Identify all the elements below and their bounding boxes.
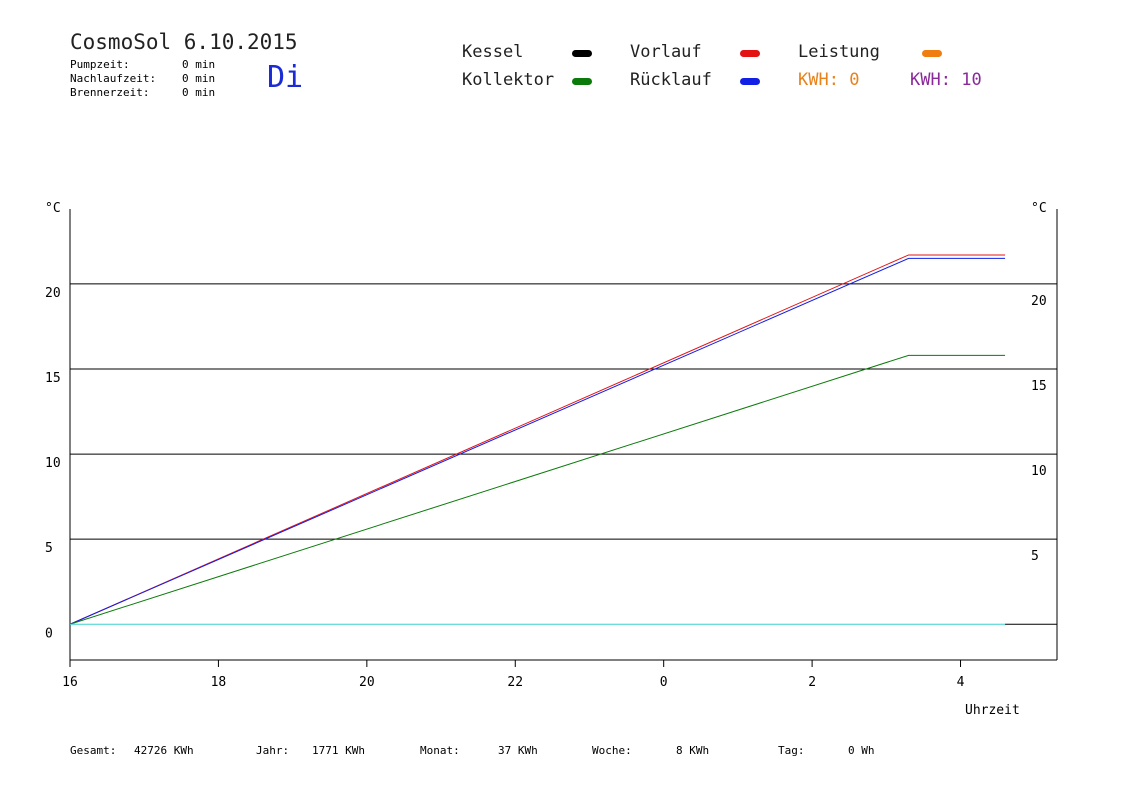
stat-nachlaufzeit-value: 0 min xyxy=(182,72,216,85)
legend-leistung-swatch xyxy=(922,50,942,57)
stat-nachlaufzeit-label: Nachlaufzeit: xyxy=(70,72,157,85)
legend-leistung-label: Leistung xyxy=(798,42,880,62)
footer-tag-label: Tag: xyxy=(778,744,805,757)
x-tick-label-5: 2 xyxy=(808,675,816,690)
y-unit-right: °C xyxy=(1031,201,1047,216)
y-tick-left-20: 20 xyxy=(45,286,61,301)
legend-kwh-orange-value: 0 xyxy=(849,70,860,90)
footer-monat-label: Monat: xyxy=(420,744,460,757)
x-tick-label-2: 20 xyxy=(359,675,375,690)
footer-jahr-value: 1771 KWh xyxy=(312,744,365,757)
legend-kwh-purple-value: 10 xyxy=(961,70,982,90)
footer-monat-value: 37 KWh xyxy=(498,744,538,757)
x-tick-label-6: 4 xyxy=(957,675,965,690)
series-line-vorlauf xyxy=(69,254,1006,625)
footer-tag-value: 0 Wh xyxy=(848,744,875,757)
y-tick-right-15: 15 xyxy=(1031,379,1047,394)
x-tick-label-4: 0 xyxy=(660,675,668,690)
legend-kwh-orange: KWH: 0 xyxy=(798,70,859,90)
footer-gesamt-value: 42726 KWh xyxy=(134,744,194,757)
legend-ruecklauf-label: Rücklauf xyxy=(630,70,712,90)
footer-jahr-label: Jahr: xyxy=(256,744,290,757)
y-tick-right-5: 5 xyxy=(1031,549,1039,564)
legend-kollektor-label: Kollektor xyxy=(462,70,555,90)
footer-woche-label: Woche: xyxy=(592,744,632,757)
x-axis-label: Uhrzeit xyxy=(965,703,1020,718)
y-tick-left-15: 15 xyxy=(45,371,61,386)
legend-vorlauf-label: Vorlauf xyxy=(630,42,702,62)
series-line-kollektor xyxy=(69,354,1006,625)
legend-kwh-purple-label: KWH: xyxy=(910,70,951,90)
legend-kwh-orange-label: KWH: xyxy=(798,70,839,90)
y-tick-left-10: 10 xyxy=(45,456,61,471)
legend-vorlauf-swatch xyxy=(740,50,760,57)
legend-kessel-label: Kessel xyxy=(462,42,524,62)
x-tick-label-3: 22 xyxy=(507,675,523,690)
stat-pumpzeit-value: 0 min xyxy=(182,58,216,71)
y-tick-right-10: 10 xyxy=(1031,464,1047,479)
stat-brennerzeit-value: 0 min xyxy=(182,86,216,99)
x-tick-label-0: 16 xyxy=(62,675,78,690)
footer-woche-value: 8 KWh xyxy=(676,744,710,757)
footer-gesamt-label: Gesamt: xyxy=(70,744,117,757)
x-tick-label-1: 18 xyxy=(211,675,227,690)
stat-pumpzeit-label: Pumpzeit: xyxy=(70,58,130,71)
day-label: Di xyxy=(267,60,304,95)
legend-kollektor-swatch xyxy=(572,78,592,85)
y-tick-left-5: 5 xyxy=(45,541,53,556)
series-line-ruecklauf xyxy=(69,257,1006,625)
stat-brennerzeit-label: Brennerzeit: xyxy=(70,86,150,99)
y-tick-right-20: 20 xyxy=(1031,294,1047,309)
legend-kwh-purple: KWH: 10 xyxy=(910,70,982,90)
y-unit-left: °C xyxy=(45,201,61,216)
legend-kessel-swatch xyxy=(572,50,592,57)
y-tick-left-0: 0 xyxy=(45,626,53,641)
page-title: CosmoSol 6.10.2015 xyxy=(70,30,298,54)
legend-ruecklauf-swatch xyxy=(740,78,760,85)
